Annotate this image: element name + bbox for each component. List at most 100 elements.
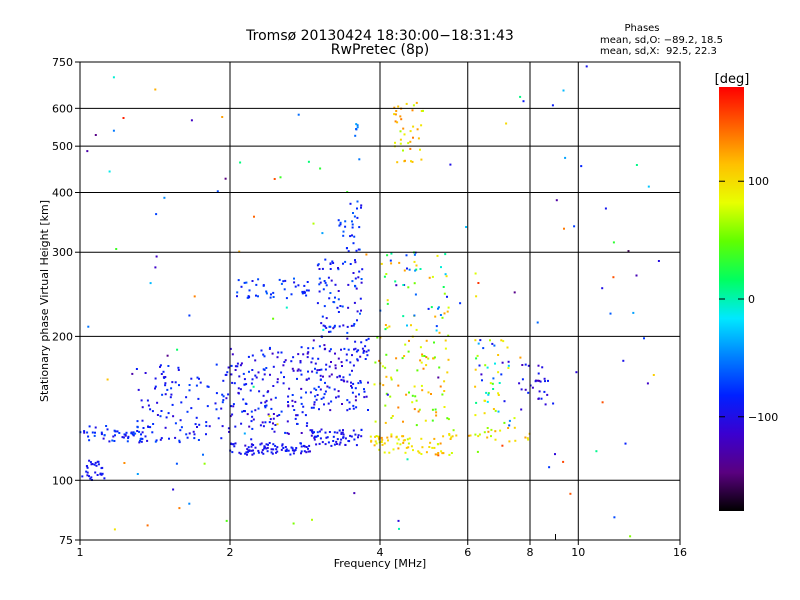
data-point: [292, 369, 295, 372]
data-point: [418, 408, 421, 411]
data-point: [391, 415, 394, 417]
data-point: [273, 430, 276, 433]
data-point: [356, 200, 359, 203]
data-point: [601, 401, 604, 404]
data-point: [435, 329, 438, 332]
data-point: [346, 399, 349, 402]
data-point: [389, 259, 392, 262]
data-point: [325, 363, 328, 366]
data-point: [318, 369, 321, 371]
data-point: [276, 378, 279, 381]
data-point: [330, 279, 333, 282]
data-point: [546, 393, 549, 396]
data-point: [443, 390, 446, 392]
data-point: [245, 383, 248, 386]
data-point: [547, 379, 549, 382]
data-point: [138, 441, 141, 444]
data-point: [355, 444, 358, 447]
data-point: [270, 451, 273, 454]
data-point: [367, 337, 370, 340]
data-point: [353, 235, 356, 238]
data-point: [259, 424, 262, 427]
data-point: [407, 286, 410, 289]
data-point: [86, 465, 88, 468]
data-point: [362, 351, 365, 354]
data-point: [290, 360, 293, 363]
data-point: [359, 355, 362, 358]
data-point: [286, 432, 289, 435]
data-point: [262, 284, 265, 287]
data-point: [265, 447, 268, 450]
data-point: [410, 160, 412, 163]
data-point: [385, 375, 388, 378]
data-point: [284, 446, 287, 448]
data-point: [498, 382, 501, 384]
data-point: [355, 249, 358, 252]
data-point: [351, 280, 354, 283]
data-point: [319, 167, 322, 170]
data-point: [537, 364, 540, 367]
data-point: [447, 334, 450, 337]
data-point: [251, 354, 254, 357]
data-point: [193, 437, 196, 440]
data-point: [300, 450, 303, 453]
data-point: [282, 382, 285, 385]
data-point: [354, 387, 357, 390]
data-point: [415, 268, 418, 271]
data-point: [318, 345, 321, 348]
data-point: [569, 492, 572, 495]
y-tick-label: 600: [52, 102, 73, 115]
data-point: [257, 449, 260, 452]
data-point: [354, 395, 357, 398]
data-point: [100, 431, 103, 434]
data-point: [164, 376, 167, 378]
data-point: [335, 396, 337, 399]
data-point: [190, 119, 193, 122]
data-point: [342, 436, 345, 439]
data-point: [348, 373, 351, 376]
data-point: [322, 375, 324, 378]
data-point: [622, 359, 625, 362]
data-point: [203, 462, 206, 465]
data-point: [395, 110, 398, 112]
data-point: [323, 393, 326, 396]
data-point: [563, 227, 565, 230]
data-point: [166, 354, 169, 357]
data-point: [160, 437, 163, 440]
data-point: [305, 378, 308, 381]
data-point: [267, 390, 270, 393]
data-point: [118, 432, 121, 434]
data-point: [349, 434, 352, 437]
data-point: [345, 359, 348, 362]
data-point: [357, 382, 360, 385]
data-point: [325, 317, 328, 320]
data-point: [381, 365, 384, 368]
data-point: [508, 440, 511, 443]
data-point: [341, 365, 343, 367]
data-point: [346, 337, 349, 340]
data-point: [339, 221, 342, 224]
data-point: [399, 130, 402, 133]
data-point: [519, 356, 522, 359]
data-point: [346, 380, 349, 383]
data-point: [312, 406, 315, 409]
data-point: [580, 165, 583, 168]
data-point: [425, 339, 428, 342]
data-point: [494, 362, 496, 365]
data-point: [330, 400, 333, 403]
data-point: [500, 339, 503, 342]
data-point: [272, 365, 275, 368]
data-point: [141, 419, 144, 422]
data-point: [115, 248, 118, 250]
data-point: [443, 406, 446, 408]
data-point: [296, 369, 299, 372]
data-point: [346, 247, 348, 250]
data-point: [267, 443, 269, 446]
data-point: [261, 421, 264, 424]
data-point: [214, 402, 217, 405]
data-point: [398, 527, 400, 530]
data-point: [164, 393, 167, 396]
data-point: [396, 442, 399, 445]
data-point: [344, 225, 347, 228]
data-point: [341, 431, 344, 434]
